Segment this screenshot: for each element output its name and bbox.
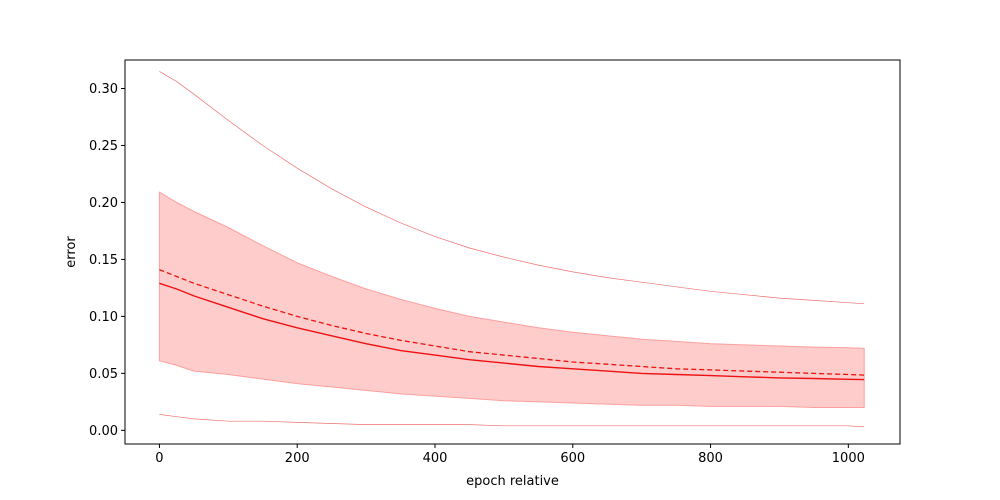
y-tick-label: 0.25 [89,139,118,154]
x-tick-label: 200 [285,451,310,466]
x-tick-label: 1000 [832,451,865,466]
y-tick-label: 0.10 [89,310,118,325]
y-tick-label: 0.05 [89,367,118,382]
x-tick-label: 400 [423,451,448,466]
series-line-thin-upper [159,71,865,305]
series-line-dashed [159,269,865,376]
series-line-thin-lower [159,414,865,428]
y-axis-label: error [64,236,79,268]
series-line-solid [159,282,865,381]
y-tick-label: 0.15 [89,253,118,268]
x-axis: 0 200 400 600 800 1000 [155,444,865,466]
x-tick-label: 800 [698,451,723,466]
x-axis-label: epoch relative [466,474,559,489]
plot-layer [158,71,865,428]
y-tick-label: 0.30 [89,82,118,97]
y-tick-label: 0.00 [89,424,118,439]
y-tick-label: 0.20 [89,196,118,211]
band-area [158,191,865,408]
x-tick-label: 0 [155,451,163,466]
x-tick-label: 600 [560,451,585,466]
plot-frame [124,59,901,445]
y-axis: 0.00 0.05 0.10 0.15 0.20 0.25 0.30 [89,82,125,439]
